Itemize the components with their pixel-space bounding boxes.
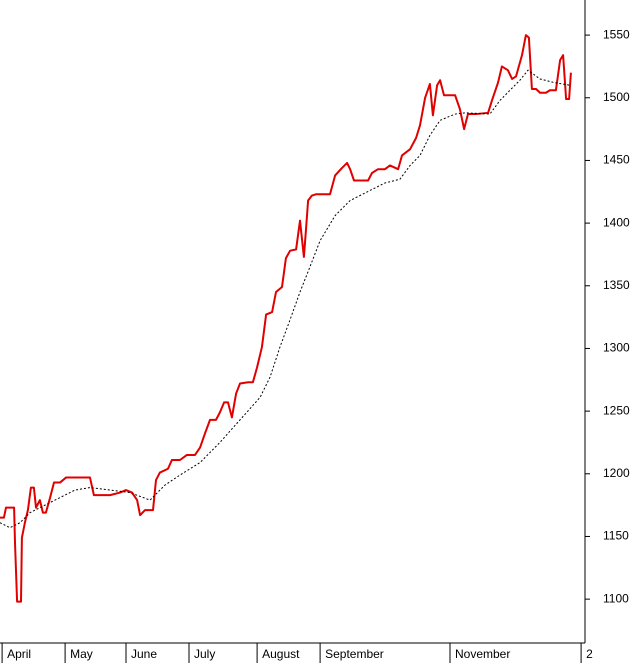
y-tick-label: 1150 [603, 529, 629, 543]
y-tick-label: 1450 [603, 153, 630, 167]
x-tick-label: June [131, 647, 157, 661]
x-tick-label: July [194, 647, 215, 661]
y-tick-label: 1300 [603, 341, 630, 355]
x-tick-label: May [70, 647, 93, 661]
series-line [0, 34, 572, 603]
x-tick-label: August [262, 647, 300, 661]
y-tick-label: 1550 [603, 27, 630, 41]
y-tick-label: 1500 [603, 90, 630, 104]
x-tick-label: November [455, 647, 510, 661]
y-tick-label: 1200 [603, 466, 630, 480]
y-tick-label: 1100 [603, 591, 629, 605]
series-line [0, 69, 571, 529]
x-tick-label: 2 [586, 647, 593, 661]
y-tick-label: 1350 [603, 278, 630, 292]
y-tick-label: 1250 [603, 403, 630, 417]
y-tick-label: 1400 [603, 215, 630, 229]
x-tick-label: September [325, 647, 384, 661]
x-tick-label: April [7, 647, 31, 661]
